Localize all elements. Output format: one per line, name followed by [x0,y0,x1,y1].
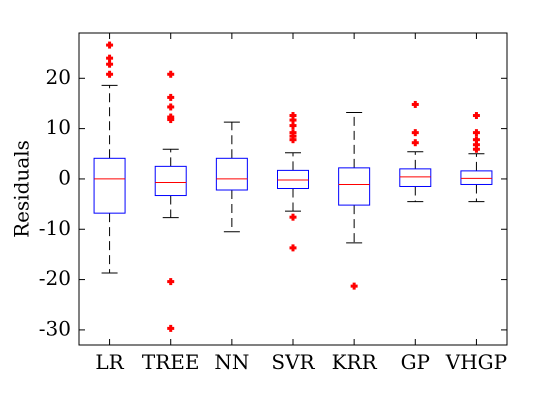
outlier-point [167,70,175,78]
outlier-point [411,139,419,147]
outlier-point [411,129,419,137]
outlier-point [106,60,114,68]
box-lr [93,41,126,274]
y-tick-label: -10 [39,216,71,240]
outlier-point [106,41,114,49]
y-axis: 20 10 0 -10 -20 -30 [39,65,507,340]
iqr-box [277,169,309,189]
box-vhgp [460,112,493,203]
y-tick-label: 10 [46,115,71,139]
outlier-point [167,103,175,111]
iqr-box [93,157,126,214]
box-krr [338,112,371,290]
box-nn [215,121,248,233]
iqr-box [460,170,493,185]
box-svr [277,112,309,252]
y-tick-label: 20 [46,65,71,89]
x-axis: LR TREE NN SVR KRR GP VHGP [95,33,507,374]
iqr-box [338,167,371,206]
outlier-point [167,93,175,101]
outlier-point [167,278,175,286]
x-tick-label-tree: TREE [142,350,200,374]
outlier-point [472,129,480,137]
x-tick-label-lr: LR [95,350,124,374]
iqr-box [399,168,432,187]
outlier-point [167,116,175,124]
outlier-point [472,145,480,153]
x-tick-label-vhgp: VHGP [445,350,507,374]
outlier-point [289,213,297,221]
outlier-point [472,112,480,120]
outlier-point [106,54,114,62]
box-gp [399,100,432,203]
outlier-point [167,324,175,332]
iqr-box [154,165,187,197]
outlier-point [289,244,297,252]
x-tick-label-krr: KRR [332,350,378,374]
x-tick-label-svr: SVR [271,350,315,374]
outlier-point [411,100,419,108]
y-tick-label: 0 [58,165,71,189]
y-tick-label: -30 [39,316,71,340]
y-axis-title: Residuals [10,140,34,238]
outlier-point [350,282,358,290]
x-tick-label-gp: GP [401,350,430,374]
box-tree [154,70,187,332]
iqr-box [215,157,248,191]
outlier-point [106,70,114,78]
boxes-layer [93,41,493,332]
y-tick-label: -20 [39,266,71,290]
outlier-point [289,122,297,130]
x-tick-label-nn: NN [214,350,249,374]
outlier-point [289,136,297,144]
